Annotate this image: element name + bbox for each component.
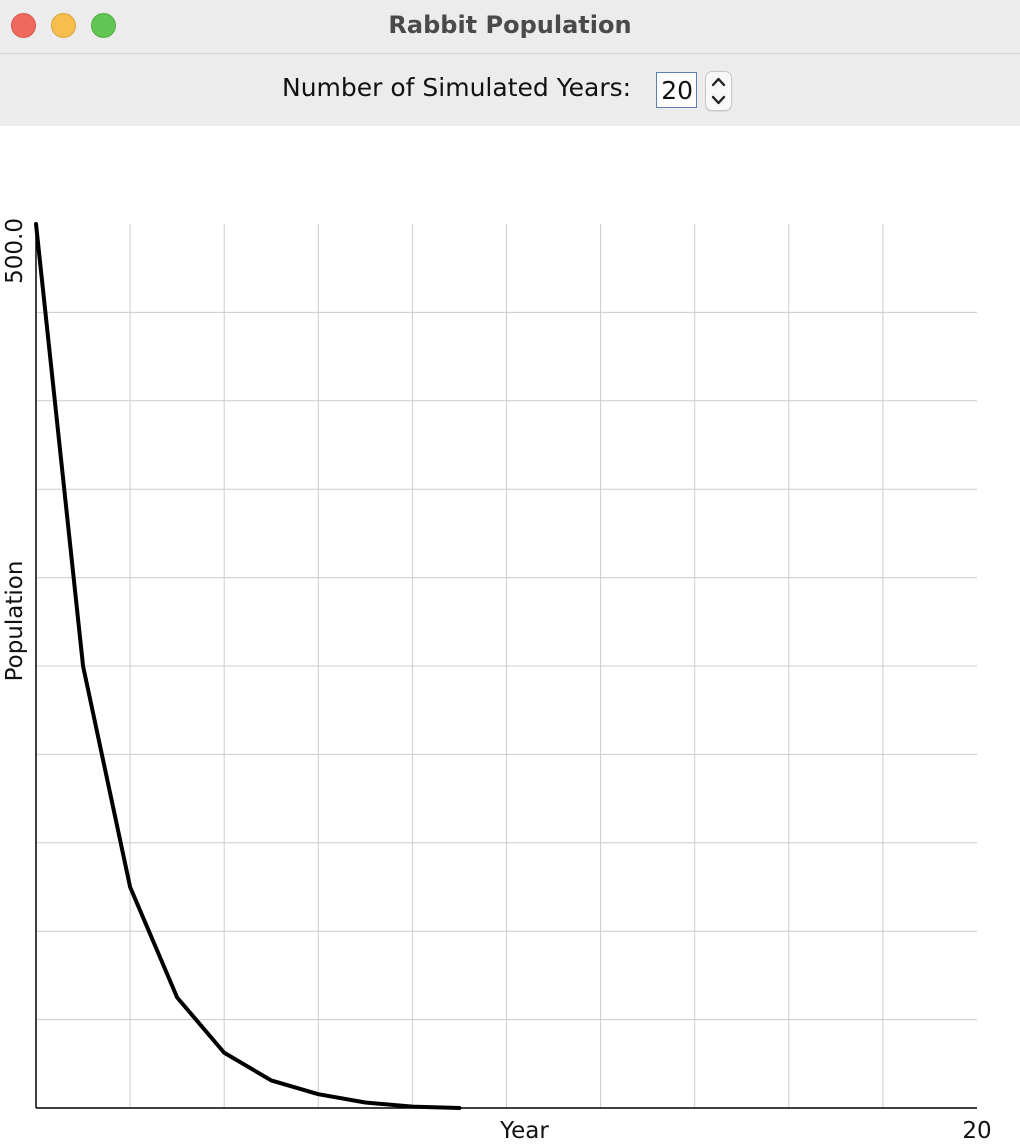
x-axis-title: Year [499, 1118, 549, 1144]
minimize-window-button[interactable] [51, 13, 76, 38]
years-input[interactable] [656, 72, 697, 108]
chart-panel: 500.0 Population Year 20 [0, 126, 1020, 1146]
chevron-up-icon [711, 77, 726, 87]
population-series-line [34, 222, 462, 1110]
decrement-button[interactable] [706, 91, 731, 110]
controls-panel: Number of Simulated Years: [0, 54, 1020, 126]
years-label: Number of Simulated Years: [282, 73, 632, 102]
title-bar: Rabbit Population [0, 0, 1020, 54]
grid [36, 224, 977, 1108]
close-window-button[interactable] [11, 13, 36, 38]
increment-button[interactable] [706, 72, 731, 91]
years-stepper[interactable] [705, 71, 732, 111]
x-max-tick-label: 20 [962, 1118, 991, 1144]
y-axis-title: Population [2, 561, 28, 682]
y-max-tick-label: 500.0 [2, 218, 28, 284]
zoom-window-button[interactable] [91, 13, 116, 38]
window-title: Rabbit Population [388, 11, 632, 39]
population-chart: 500.0 Population Year 20 [2, 218, 992, 1144]
chevron-down-icon [711, 95, 726, 105]
